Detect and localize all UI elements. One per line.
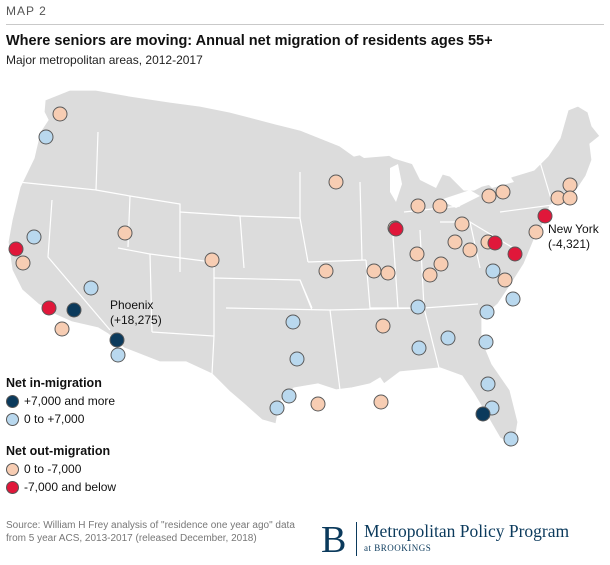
metro-marker (507, 246, 523, 262)
legend-row-in-high: +7,000 and more (6, 394, 115, 408)
legend-swatch-out-low (6, 462, 19, 476)
metro-marker (117, 225, 133, 241)
legend-swatch-out-high (6, 480, 19, 494)
metro-marker (462, 242, 478, 258)
metro-marker (475, 406, 491, 422)
new-york-callout: New York (-4,321) (548, 222, 599, 252)
great-lakes (348, 142, 514, 208)
legend-label-out-high: -7,000 and below (24, 480, 117, 494)
metro-marker (422, 267, 438, 283)
metro-marker (388, 221, 404, 237)
metro-marker (485, 263, 501, 279)
legend-label-out-low: 0 to -7,000 (24, 462, 82, 476)
metro-marker (505, 291, 521, 307)
metro-marker (204, 252, 220, 268)
metro-marker (433, 256, 449, 272)
metro-marker (281, 388, 297, 404)
metro-marker (487, 235, 503, 251)
map-subtitle: Major metropolitan areas, 2012-2017 (6, 53, 203, 67)
header-divider (6, 24, 604, 25)
us-map (7, 89, 601, 447)
brookings-b-mark: B (321, 519, 347, 561)
map-title: Where seniors are moving: Annual net mig… (6, 33, 493, 49)
metro-marker (110, 347, 126, 363)
metro-marker (8, 241, 24, 257)
metro-marker (52, 106, 68, 122)
metro-marker (38, 129, 54, 145)
metro-marker (410, 299, 426, 315)
legend-swatch-in-high (6, 394, 19, 408)
metro-marker (269, 400, 285, 416)
legend-in-heading: Net in-migration (6, 376, 102, 390)
metro-marker (26, 229, 42, 245)
metro-marker (411, 340, 427, 356)
metro-marker (380, 265, 396, 281)
metro-marker (328, 174, 344, 190)
metro-marker (537, 208, 553, 224)
metro-marker (373, 394, 389, 410)
metro-marker (109, 332, 125, 348)
new-york-value: (-4,321) (548, 237, 591, 251)
metro-marker (440, 330, 456, 346)
metro-marker (454, 216, 470, 232)
metro-marker (285, 314, 301, 330)
legend-row-in-low: 0 to +7,000 (6, 412, 115, 426)
phoenix-label: Phoenix (110, 298, 154, 312)
metro-marker (54, 321, 70, 337)
legend-label-in-low: 0 to +7,000 (24, 412, 85, 426)
metro-marker (318, 263, 334, 279)
metro-marker (432, 198, 448, 214)
metro-marker (15, 255, 31, 271)
metro-marker (503, 431, 519, 447)
map-number-tag: MAP 2 (6, 4, 47, 18)
phoenix-callout: Phoenix (+18,275) (110, 298, 162, 328)
metro-marker (310, 396, 326, 412)
legend-row-out-low: 0 to -7,000 (6, 462, 116, 476)
new-york-label: New York (548, 222, 599, 236)
metro-marker (66, 302, 82, 318)
legend-swatch-in-low (6, 412, 19, 426)
metro-marker (41, 300, 57, 316)
metro-marker (289, 351, 305, 367)
metro-marker (410, 198, 426, 214)
metro-marker (528, 224, 544, 240)
brookings-logo: B Metropolitan Policy Program at BROOKIN… (317, 518, 607, 561)
metro-marker (562, 190, 578, 206)
metro-marker (480, 376, 496, 392)
metro-marker (497, 272, 513, 288)
metro-marker (562, 177, 578, 193)
metro-marker (366, 263, 382, 279)
legend-out-heading: Net out-migration (6, 444, 111, 458)
logo-divider (356, 522, 357, 556)
program-name: Metropolitan Policy Program (364, 521, 570, 541)
program-affiliation: at BROOKINGS (364, 543, 432, 553)
metro-markers (8, 106, 578, 447)
metro-marker (495, 184, 511, 200)
legend-out-migration: Net out-migration 0 to -7,000 -7,000 and… (6, 444, 116, 494)
metro-marker (447, 234, 463, 250)
metro-marker (479, 304, 495, 320)
phoenix-value: (+18,275) (110, 313, 162, 327)
metro-marker (481, 188, 497, 204)
legend-label-in-high: +7,000 and more (24, 394, 116, 408)
metro-marker (409, 246, 425, 262)
metro-marker (375, 318, 391, 334)
metro-marker (478, 334, 494, 350)
metro-marker (83, 280, 99, 296)
legend-in-migration: Net in-migration +7,000 and more 0 to +7… (6, 376, 115, 426)
source-note: Source: William H Frey analysis of "resi… (6, 520, 295, 544)
legend-row-out-high: -7,000 and below (6, 480, 116, 494)
